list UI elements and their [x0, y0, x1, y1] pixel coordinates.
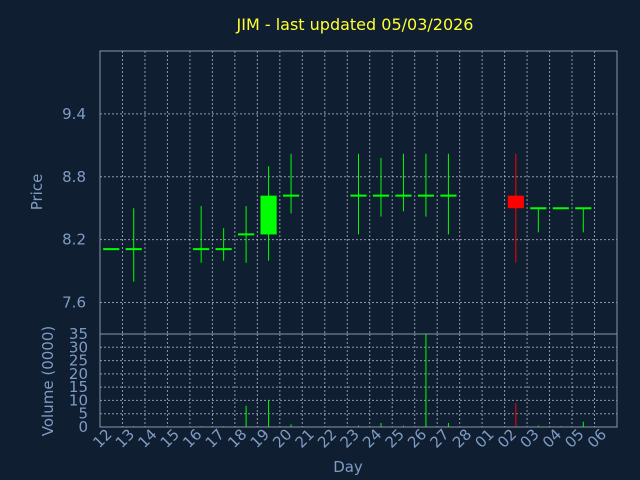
- volume-tick-label: 10: [69, 391, 88, 409]
- price-tick-labels: 7.6 8.2 8.8 9.4: [62, 105, 86, 312]
- volume-tick-label: 25: [69, 352, 88, 370]
- day-tick-label: 06: [584, 425, 610, 451]
- price-grid: [100, 51, 617, 334]
- volume-panel-frame: [99, 333, 618, 428]
- price-tick-label: 8.2: [62, 231, 86, 249]
- day-tick-labels: 1213141516171819202122232425262728010203…: [89, 425, 610, 451]
- price-tick-label: 7.6: [62, 294, 86, 312]
- volume-tick-label: 35: [69, 325, 88, 343]
- volume-series: [133, 334, 584, 427]
- candlestick-series: [103, 153, 592, 282]
- price-axis-label: Price: [28, 174, 46, 211]
- chart-title: JIM - last updated 05/03/2026: [236, 15, 474, 34]
- volume-grid: [100, 334, 617, 427]
- volume-tick-label: 20: [69, 365, 88, 383]
- candle-body: [260, 195, 277, 235]
- volume-tick-label: 5: [78, 405, 88, 423]
- volume-tick-label: 0: [78, 418, 88, 436]
- x-axis-label: Day: [333, 458, 363, 476]
- price-tick-label: 8.8: [62, 168, 86, 186]
- volume-tick-label: 30: [69, 338, 88, 356]
- price-tick-label: 9.4: [62, 105, 86, 123]
- candle-body: [507, 195, 524, 209]
- volume-tick-label: 15: [69, 378, 88, 396]
- volume-axis-label: Volume (0000): [39, 326, 57, 436]
